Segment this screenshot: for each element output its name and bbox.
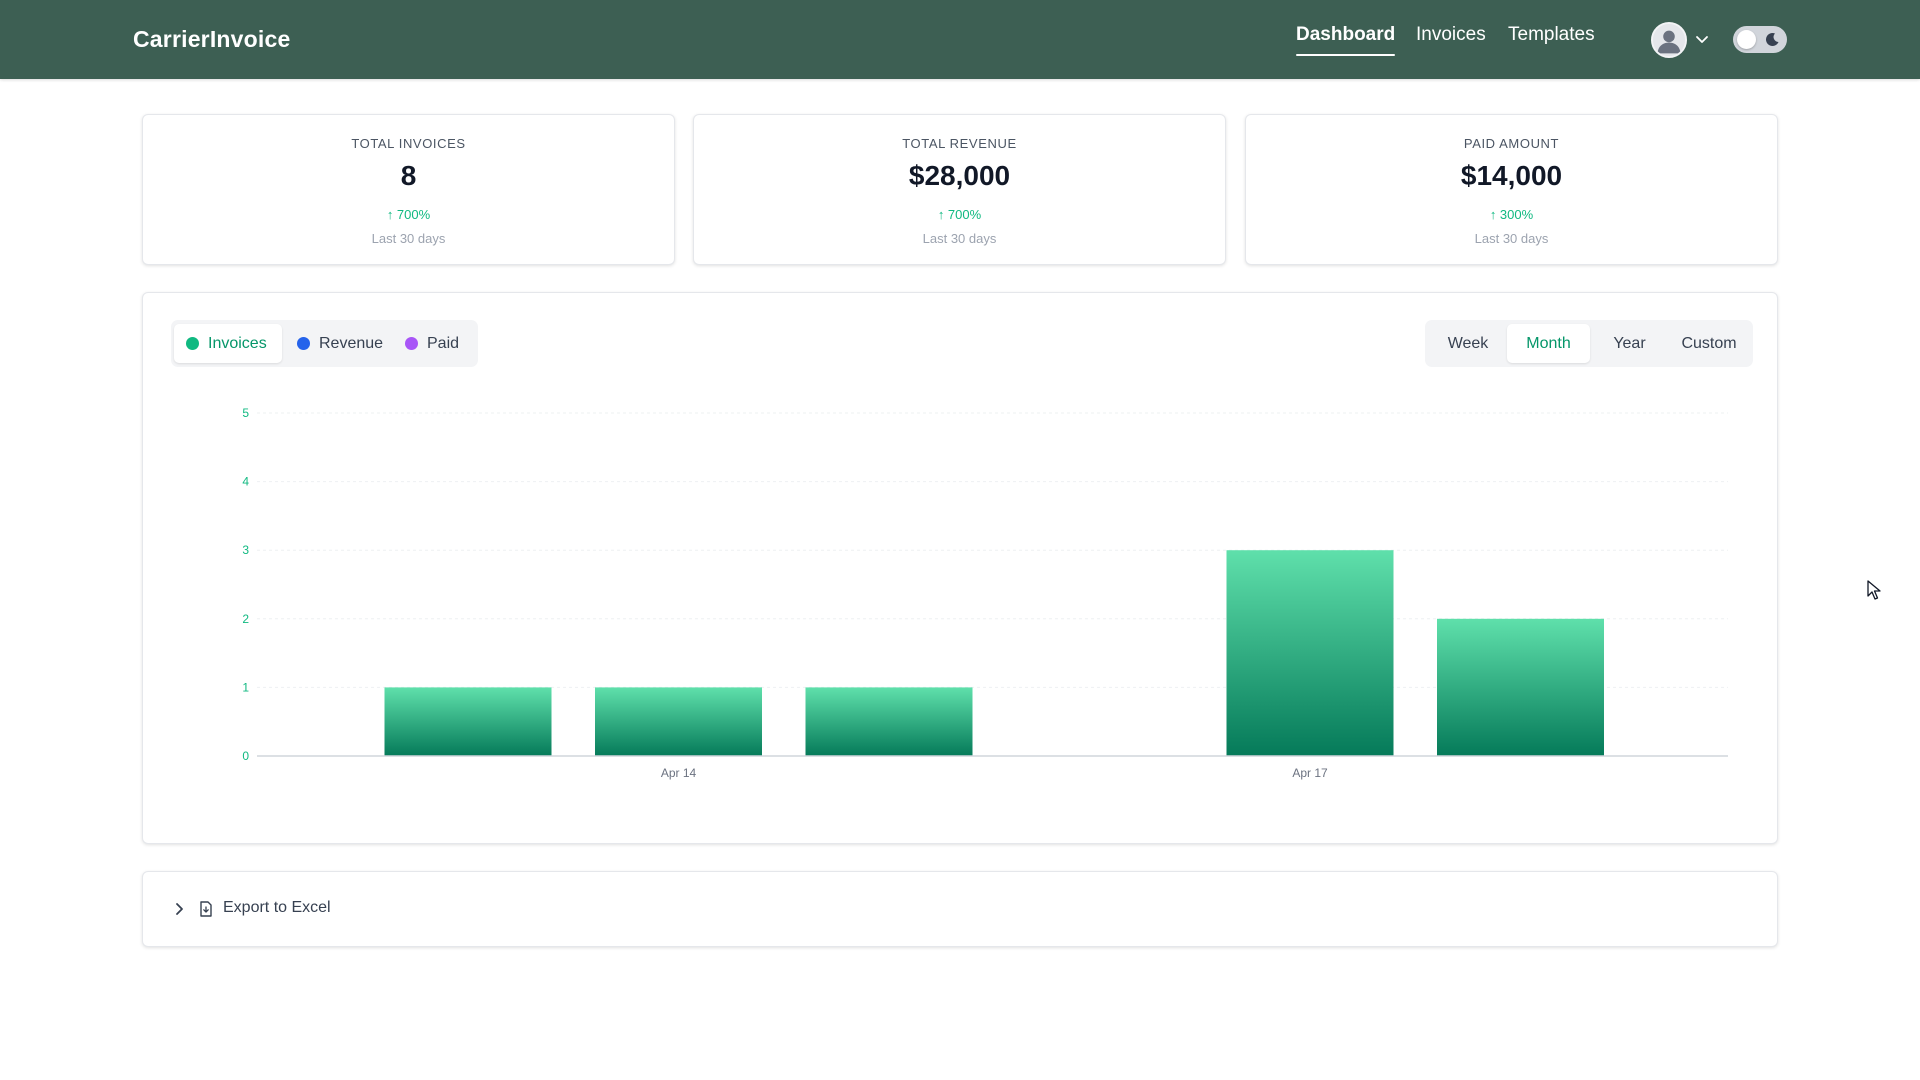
paid-dot-icon [405,337,418,350]
stat-change: ↑ 700% [386,207,431,222]
stat-period: Last 30 days [1474,231,1549,246]
stat-change: ↑ 700% [937,207,982,222]
y-tick-label: 5 [242,406,249,420]
y-tick-label: 1 [242,680,249,694]
range-week[interactable]: Week [1447,335,1489,352]
chevron-down-icon[interactable] [1693,30,1711,48]
range-month[interactable]: Month [1507,324,1590,363]
stat-period: Last 30 days [922,231,997,246]
metric-label: Invoices [208,335,267,352]
invoices-dot-icon [186,337,199,350]
nav-invoices[interactable]: Invoices [1416,24,1486,45]
metric-selector: Invoices Revenue Paid [171,320,478,367]
y-tick-label: 0 [242,749,249,763]
stat-label: PAID AMOUNT [1463,136,1560,151]
stat-label: TOTAL INVOICES [351,136,466,151]
theme-toggle[interactable] [1733,26,1787,53]
invoices-bar-chart: 0 1 2 3 4 5 Apr 14 Apr 17 [242,406,1728,780]
chevron-right-icon[interactable] [170,900,188,918]
metric-paid[interactable]: Paid [393,324,473,363]
user-avatar-icon[interactable] [1651,22,1687,58]
export-to-excel-button[interactable]: Export to Excel [223,899,331,916]
bar[interactable] [1437,618,1604,756]
toggle-knob [1737,30,1756,49]
nav-templates[interactable]: Templates [1508,24,1595,45]
x-tick-label: Apr 17 [1292,766,1328,780]
stat-value: $14,000 [1460,160,1563,191]
export-panel: Export to Excel [142,871,1778,947]
moon-icon [1766,33,1779,46]
chart-card: Invoices Revenue Paid Week Month Year Cu… [142,292,1778,844]
metric-revenue[interactable]: Revenue [285,324,388,363]
bar[interactable] [595,687,762,756]
stat-change: ↑ 300% [1489,207,1534,222]
stat-value: $28,000 [908,160,1011,191]
range-year[interactable]: Year [1613,335,1646,352]
stat-card-total-revenue: TOTAL REVENUE $28,000 ↑ 700% Last 30 day… [693,114,1226,265]
stat-card-paid-amount: PAID AMOUNT $14,000 ↑ 300% Last 30 days [1245,114,1778,265]
bar[interactable] [384,687,552,756]
range-custom[interactable]: Custom [1681,335,1737,352]
date-range-selector: Week Month Year Custom [1425,320,1753,367]
stat-card-total-invoices: TOTAL INVOICES 8 ↑ 700% Last 30 days [142,114,675,265]
revenue-dot-icon [297,337,310,350]
stat-value: 8 [400,160,417,191]
nav-dashboard[interactable]: Dashboard [1296,24,1396,56]
y-tick-label: 2 [242,612,249,626]
brand-logo[interactable]: CarrierInvoice [133,26,291,52]
chart-bars [384,550,1604,756]
metric-invoices[interactable]: Invoices [174,324,282,363]
chart-ticks: 0 1 2 3 4 5 Apr 14 Apr 17 [242,406,1328,780]
y-tick-label: 3 [242,543,249,557]
metric-label: Revenue [319,335,384,352]
top-navigation-bar: CarrierInvoice Dashboard Invoices Templa… [0,0,1920,79]
stat-label: TOTAL REVENUE [902,136,1017,151]
y-tick-label: 4 [242,475,249,489]
mouse-cursor-icon [1867,580,1881,600]
metric-label: Paid [427,335,460,352]
file-export-icon [200,901,212,917]
bar[interactable] [1226,550,1394,756]
stat-period: Last 30 days [371,231,446,246]
x-tick-label: Apr 14 [661,766,697,780]
bar[interactable] [805,687,973,756]
